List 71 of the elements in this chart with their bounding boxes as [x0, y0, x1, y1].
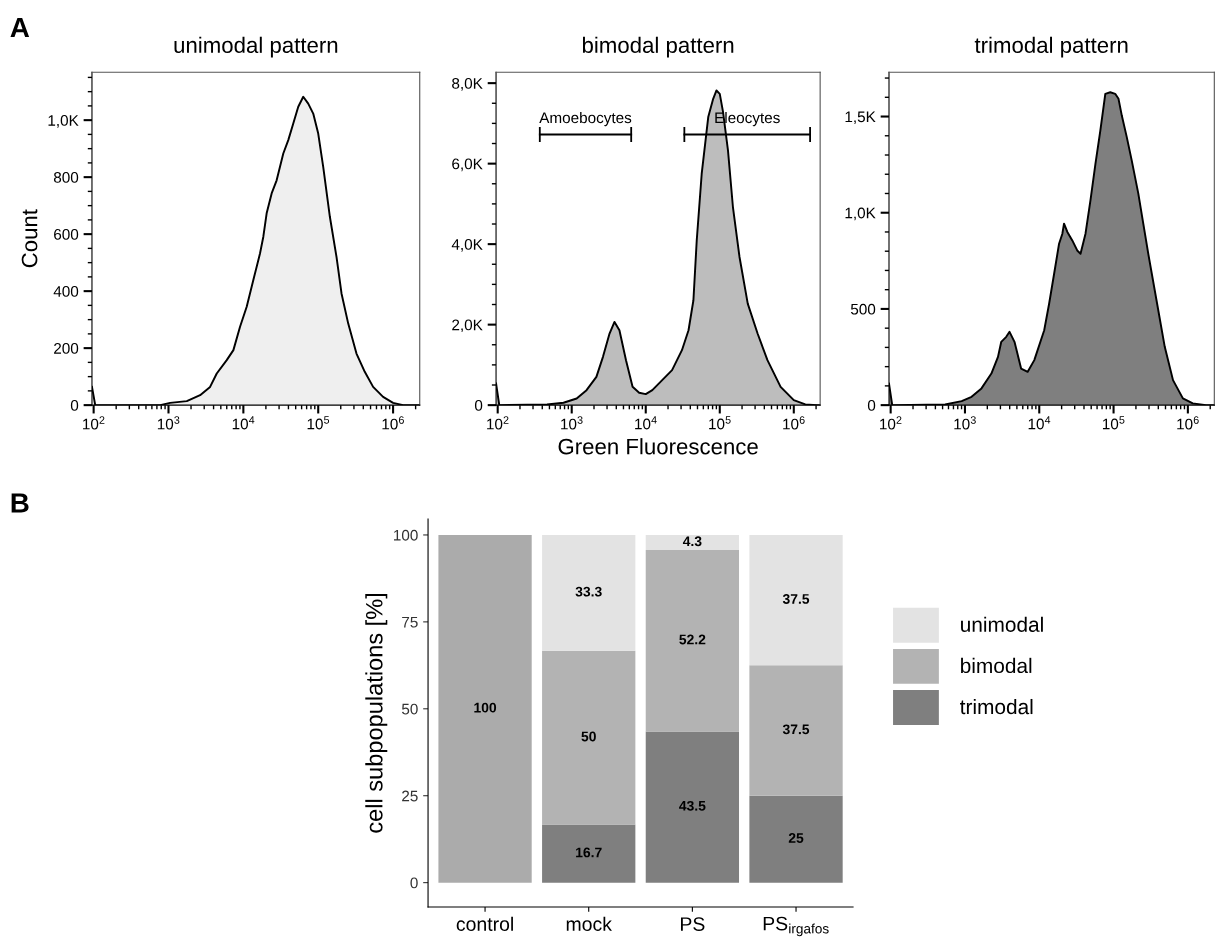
y-tick-label: 0	[70, 399, 79, 411]
x-tick-label: 10$^{6}$	[783, 416, 805, 430]
bar	[542, 534, 636, 651]
bar	[542, 824, 636, 883]
y-tick-label: 1,5K	[845, 111, 876, 125]
annotation: Amoebocytes	[539, 111, 632, 127]
bar	[645, 549, 740, 732]
x-tick-label: 10$^{4}$	[232, 416, 255, 430]
x-tick-label: 10$^{4}$	[1028, 416, 1051, 430]
x-tick-label: mock	[566, 916, 612, 931]
x-tick-label: 10$^{5}$	[1102, 416, 1125, 430]
x-tick-label: 10$^{3}$	[561, 416, 583, 430]
x-tick-label: 10$^{3}$	[954, 416, 976, 430]
y-tick-label: 2,0K	[452, 319, 483, 333]
y-tick-label: 1,0K	[845, 207, 876, 221]
bar	[749, 665, 843, 796]
y-tick-label: 6,0K	[452, 158, 483, 172]
legend-label: unimodal	[961, 616, 1043, 632]
y-tick-label: 8,0K	[452, 78, 483, 91]
chart-title: bimodal pattern	[582, 36, 734, 58]
x-tick-label: PS	[681, 917, 705, 931]
data-label: 25	[788, 833, 804, 843]
chart-title: trimodal pattern	[974, 36, 1128, 58]
text: A	[10, 17, 30, 38]
y-tick-label: 0	[474, 399, 483, 411]
y-tick-label: 500	[850, 303, 876, 315]
y-tick-label: 75	[402, 616, 418, 628]
data-label: 37.5	[782, 594, 810, 604]
text: B	[11, 493, 29, 513]
data-label: 52.2	[679, 634, 706, 645]
x-tick-label: 10$^{2}$	[487, 416, 509, 430]
y-tick-label: 0	[410, 877, 418, 889]
data-label: 33.3	[575, 586, 602, 597]
y-tick-label: 800	[53, 172, 79, 183]
y-tick-label: 4,0K	[451, 239, 483, 252]
x-tick-label: 10$^{6}$	[382, 416, 404, 430]
y-tick-label: 1,0K	[48, 115, 79, 128]
y-tick-label: 50	[401, 703, 418, 715]
bar	[645, 534, 740, 550]
x-tick-label: PS$_{irgafos}$	[763, 916, 829, 937]
data-label: 4.3	[682, 536, 702, 547]
y-tick-label: 400	[53, 286, 79, 297]
y-tick-label: 600	[54, 229, 79, 240]
x-tick-label: 10$^{2}$	[83, 416, 105, 430]
legend-label: bimodal	[961, 657, 1032, 674]
x-tick-label: control	[456, 916, 513, 931]
x-tick-label: 10$^{6}$	[1177, 416, 1199, 430]
bar	[749, 795, 843, 883]
y-tick-label: 100	[394, 529, 418, 541]
data-label: 100	[474, 702, 497, 713]
x-tick-label: 10$^{4}$	[635, 416, 657, 430]
bar	[749, 534, 843, 666]
bar	[438, 534, 532, 883]
y-tick-label: 200	[54, 343, 79, 354]
chart-title: unimodal pattern	[174, 36, 338, 58]
x-tick-label: 10$^{5}$	[307, 416, 330, 430]
y-tick-label: 25	[402, 790, 418, 802]
x-tick-label: 10$^{3}$	[157, 416, 180, 430]
legend-label: trimodal	[960, 698, 1033, 715]
y-axis-title: Count	[21, 209, 38, 268]
x-axis-title: Green Fluorescence	[558, 438, 758, 455]
bar	[645, 731, 740, 883]
y-tick-label: 0	[867, 399, 876, 411]
bar	[542, 650, 636, 825]
y-axis-title: cell subpopulations [%]	[365, 593, 388, 833]
data-label: 16.7	[576, 847, 602, 858]
x-tick-label: 10$^{5}$	[709, 416, 731, 430]
x-tick-label: 10$^{2}$	[880, 416, 902, 430]
data-label: 43.5	[679, 800, 706, 811]
data-label: 37.5	[782, 724, 810, 735]
data-label: 50	[581, 731, 596, 742]
